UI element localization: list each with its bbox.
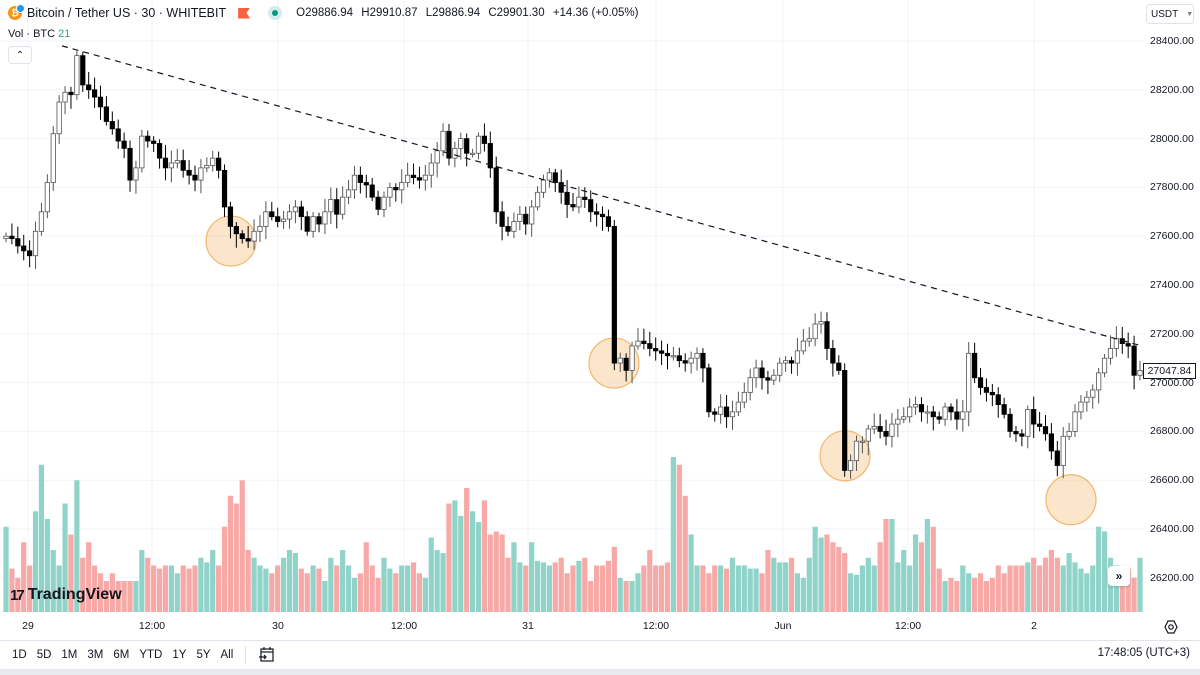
currency-label: USDT: [1151, 8, 1179, 20]
time-tick: 2: [1031, 620, 1037, 632]
time-tick: 12:00: [894, 620, 922, 632]
clock-timezone[interactable]: 17:48:05 (UTC+3): [1097, 647, 1190, 659]
currency-selector[interactable]: USDT ▼: [1146, 4, 1194, 24]
tradingview-logo[interactable]: 17 TradingView: [10, 586, 122, 604]
price-tick: 27000.00: [1150, 376, 1194, 389]
volume-legend: Vol · BTC 21: [8, 28, 70, 40]
volume-value: 21: [58, 28, 71, 40]
time-tick: 12:00: [138, 620, 166, 632]
highlight-circles: [205, 215, 1097, 526]
grid-lines: [0, 0, 1145, 615]
price-tick: 26400.00: [1150, 523, 1194, 535]
price-tick: 28400.00: [1150, 35, 1194, 47]
time-axis[interactable]: [0, 615, 1200, 640]
tradingview-logo-text: TradingView: [27, 586, 122, 603]
range-ytd-button[interactable]: YTD: [139, 649, 163, 661]
range-1d-button[interactable]: 1D: [12, 649, 27, 661]
price-tick: 27600.00: [1150, 230, 1194, 243]
price-tick: 26800.00: [1150, 425, 1194, 438]
time-tick: 29: [22, 620, 34, 632]
high-value: H29910.87: [361, 7, 418, 19]
candlesticks: [3, 51, 1143, 479]
range-5d-button[interactable]: 5D: [36, 649, 52, 661]
close-value: C29901.30: [488, 7, 545, 19]
time-tick: 12:00: [642, 620, 670, 632]
time-tick: 31: [522, 620, 534, 632]
range-all-button[interactable]: All: [220, 649, 234, 661]
price-tick: 27800.00: [1150, 181, 1194, 194]
settings-icon[interactable]: [1163, 619, 1179, 635]
price-tick: 28000.00: [1150, 132, 1194, 145]
chevron-down-icon: ▼: [1186, 10, 1194, 18]
range-6m-button[interactable]: 6M: [113, 649, 130, 661]
time-tick: 12:00: [390, 620, 418, 632]
last-price-label: 27047.84: [1143, 362, 1196, 379]
symbol-legend: ₿ Bitcoin / Tether US · 30 · WHITEBIT O2…: [8, 4, 643, 20]
price-tick: 28200.00: [1150, 83, 1194, 96]
volume-label: Vol · BTC: [8, 28, 56, 40]
time-tick: Jun: [774, 620, 792, 632]
market-status-icon[interactable]: [268, 6, 283, 20]
tradingview-mark-icon: 17: [10, 586, 25, 604]
scroll-to-realtime-button[interactable]: »: [1108, 566, 1130, 586]
bottom-toolbar: 1D 5D 1M 3M 6M YTD 1Y 5Y All: [0, 640, 1200, 669]
open-value: O29886.94: [296, 7, 354, 19]
low-value: L29886.94: [425, 7, 481, 19]
double-chevron-right-icon: »: [1115, 569, 1123, 583]
range-3m-button[interactable]: 3M: [87, 649, 104, 661]
price-tick: 26600.00: [1150, 474, 1194, 487]
go-to-date-icon[interactable]: [258, 646, 276, 664]
flag-icon[interactable]: [238, 7, 251, 19]
collapse-legend-button[interactable]: ⌃: [8, 46, 32, 64]
bitcoin-icon: ₿: [8, 4, 25, 20]
range-5y-button[interactable]: 5Y: [196, 649, 211, 661]
change-value: +14.36 (+0.05%): [552, 7, 639, 19]
toolbar-divider: [245, 646, 247, 664]
bottom-strip: [0, 669, 1200, 675]
price-chart-canvas[interactable]: [0, 0, 1145, 615]
chevron-up-icon: ⌃: [15, 49, 25, 61]
symbol-title[interactable]: Bitcoin / Tether US · 30 · WHITEBIT: [27, 6, 227, 20]
time-tick: 30: [272, 620, 284, 632]
ohlc-values: O29886.94 H29910.87 L29886.94 C29901.30 …: [296, 7, 643, 19]
range-1m-button[interactable]: 1M: [61, 649, 78, 661]
range-1y-button[interactable]: 1Y: [172, 649, 187, 661]
price-tick: 27200.00: [1150, 327, 1194, 340]
price-tick: 27400.00: [1150, 279, 1194, 291]
price-tick: 26200.00: [1150, 571, 1194, 584]
